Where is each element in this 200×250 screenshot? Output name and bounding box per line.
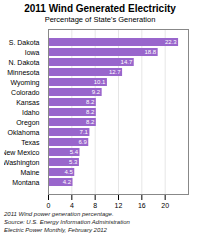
html-text:2011 Wind Generated Electricit: 2011 Wind Generated Electricity [24, 3, 176, 14]
svg-text:Minnesota: Minnesota [7, 69, 39, 76]
svg-text:8.2: 8.2 [86, 99, 95, 105]
svg-text:Washington: Washington [4, 159, 40, 167]
svg-text:4.2: 4.2 [63, 179, 72, 185]
svg-text:22.3: 22.3 [165, 39, 177, 45]
svg-text:20: 20 [161, 202, 169, 209]
svg-text:18.8: 18.8 [144, 49, 156, 55]
svg-text:12.7: 12.7 [109, 69, 121, 75]
svg-text:16: 16 [138, 202, 146, 209]
svg-text:8.2: 8.2 [86, 109, 95, 115]
svg-text:S. Dakota: S. Dakota [9, 39, 40, 46]
svg-text:Maine: Maine [20, 169, 39, 176]
svg-text:8: 8 [93, 202, 97, 209]
svg-text:Idaho: Idaho [22, 109, 40, 116]
svg-text:5.3: 5.3 [69, 159, 78, 165]
html-text:Electric Power Monthly, Februa: Electric Power Monthly, February 2012 [4, 227, 107, 233]
html-text:Percentage of State's Generati: Percentage of State's Generation [44, 15, 156, 24]
svg-text:New Mexico: New Mexico [4, 149, 40, 156]
svg-text:N. Dakota: N. Dakota [8, 59, 39, 66]
svg-text:7.1: 7.1 [80, 129, 89, 135]
svg-text:Oklahoma: Oklahoma [8, 129, 40, 136]
svg-text:12: 12 [115, 202, 123, 209]
svg-text:8.2: 8.2 [86, 119, 95, 125]
svg-text:5.4: 5.4 [70, 149, 79, 155]
svg-text:14.7: 14.7 [121, 59, 133, 65]
svg-text:Texas: Texas [21, 139, 40, 146]
html-text:Source: U.S. Energy Informatio: Source: U.S. Energy Information Administ… [4, 219, 130, 225]
svg-text:Oregon: Oregon [16, 119, 39, 127]
svg-text:Montana: Montana [12, 179, 39, 186]
svg-text:Colorado: Colorado [11, 89, 40, 96]
svg-text:Kansas: Kansas [16, 99, 40, 106]
html-text:2011 Wind power generation per: 2011 Wind power generation percentage. [4, 211, 114, 217]
svg-text:10.1: 10.1 [94, 79, 106, 85]
svg-text:4.5: 4.5 [64, 169, 73, 175]
svg-text:0: 0 [47, 202, 51, 209]
svg-text:6.9: 6.9 [78, 139, 87, 145]
svg-text:9.2: 9.2 [92, 89, 101, 95]
svg-text:Wyoming: Wyoming [10, 79, 39, 87]
svg-text:4: 4 [70, 202, 74, 209]
svg-text:Iowa: Iowa [25, 49, 40, 56]
